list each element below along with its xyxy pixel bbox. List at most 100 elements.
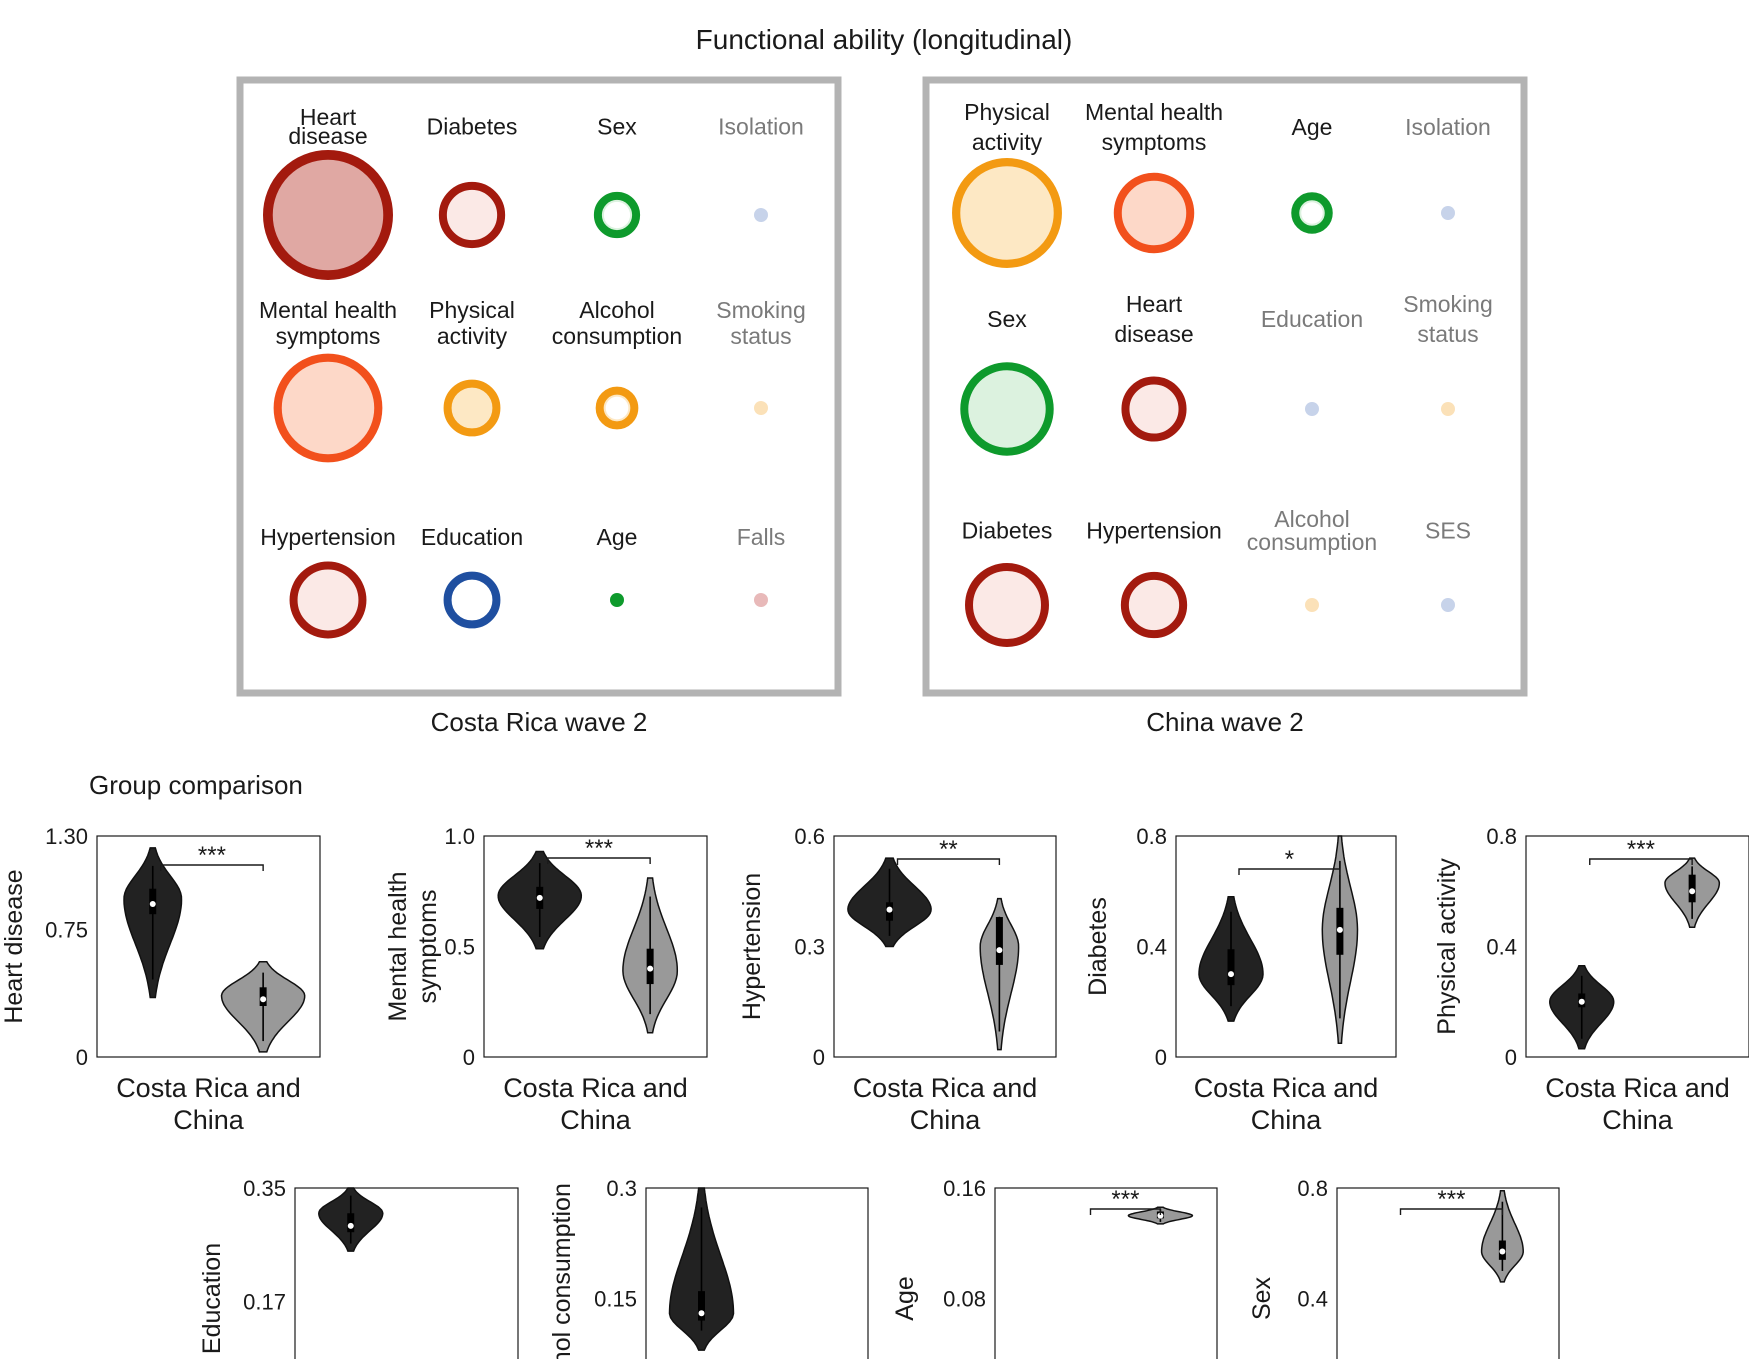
y-tick-label: 0.16	[943, 1176, 986, 1201]
y-tick-label: 0	[1155, 1045, 1167, 1070]
node-center	[605, 396, 629, 420]
node-dot	[754, 208, 768, 222]
node-education: Education	[421, 524, 523, 629]
node-label: Isolation	[718, 114, 804, 140]
x-axis-label: Costa Rica and	[503, 1073, 688, 1103]
node-dot	[1441, 206, 1455, 220]
node-dot	[754, 401, 768, 415]
node-age: Age	[1291, 114, 1333, 234]
violin-china	[1664, 857, 1721, 928]
median-dot	[647, 965, 654, 972]
node-label: Education	[421, 524, 523, 550]
panel-frame	[922, 76, 1528, 697]
node-label: Alcohol	[579, 297, 654, 323]
node-hypertension: Hypertension	[1086, 518, 1222, 639]
median-dot	[1499, 1248, 1506, 1255]
violin-chart-heart-disease: 0 0.75 1.30 Heart disease Costa Rica andChin…	[0, 824, 321, 1135]
y-tick-label: 0.8	[1486, 824, 1517, 849]
node-circle	[1121, 376, 1187, 442]
node-label: Age	[1292, 114, 1333, 140]
node-label: Mental health	[259, 297, 397, 323]
y-tick-label: 1.30	[45, 824, 88, 849]
node-dot	[1305, 598, 1319, 612]
y-axis-label: Heart disease	[0, 869, 28, 1023]
node-label: Smoking	[716, 297, 805, 323]
violin-chart-education: 0.17 0.35 Education	[198, 1176, 519, 1359]
node-label: SES	[1425, 518, 1471, 544]
x-axis-label: China	[1251, 1105, 1323, 1135]
y-axis-label: Education	[198, 1243, 226, 1354]
node-dot	[1441, 402, 1455, 416]
violin-china	[979, 897, 1020, 1051]
x-axis-label: Costa Rica and	[1545, 1073, 1730, 1103]
node-circle	[1120, 571, 1188, 639]
y-tick-label: 0.8	[1136, 824, 1167, 849]
significance-bracket	[1089, 1208, 1162, 1215]
node-circle	[960, 362, 1054, 456]
node-heart-disease: Heart disease	[1114, 291, 1194, 442]
node-label: Alcohol	[1274, 506, 1349, 532]
significance-bracket	[1238, 868, 1341, 875]
significance-bracket	[1589, 858, 1693, 865]
plot-frame	[1336, 1187, 1560, 1359]
node-circle	[443, 571, 501, 629]
node-circle	[1113, 172, 1195, 254]
node-circle	[443, 379, 501, 437]
y-axis-label: Hypertension	[738, 873, 766, 1020]
node-circle	[263, 150, 393, 280]
y-tick-label: 0.4	[1297, 1287, 1328, 1312]
node-label: Diabetes	[962, 518, 1053, 544]
y-tick-label: 0.08	[943, 1287, 986, 1312]
plot-frame	[833, 835, 1057, 1058]
plot-frame	[1175, 835, 1397, 1058]
node-dot	[610, 593, 624, 607]
node-label: status	[730, 323, 791, 349]
median-dot	[1228, 971, 1234, 978]
node-circle	[952, 158, 1062, 268]
node-center	[603, 201, 631, 229]
node-diabetes: Diabetes	[962, 518, 1053, 647]
significance-bracket	[1399, 1208, 1504, 1215]
plot-frame	[483, 835, 708, 1058]
significance-stars: *	[1285, 846, 1294, 873]
y-tick-label: 1.0	[444, 824, 475, 849]
node-education: Education	[1261, 306, 1363, 416]
node-label: symptoms	[1102, 129, 1207, 155]
node-dot	[1441, 598, 1455, 612]
significance-stars: ***	[1111, 1186, 1139, 1213]
x-axis-label: China	[1602, 1105, 1674, 1135]
panel-caption: Costa Rica wave 2	[431, 707, 648, 737]
node-label: Physical	[964, 99, 1050, 125]
panel-frame	[236, 76, 842, 697]
median-dot	[1157, 1212, 1164, 1219]
violin-chart-alcohol-consumption: 0.15 0.3 Alcohol consumption	[548, 1176, 869, 1359]
node-sex: Sex	[593, 114, 641, 239]
median-dot	[698, 1310, 705, 1317]
y-tick-label: 0	[813, 1045, 825, 1070]
significance-bracket	[547, 857, 651, 864]
x-axis-label: Costa Rica and	[116, 1073, 301, 1103]
node-label: Heart	[300, 104, 357, 130]
median-dot	[996, 947, 1003, 954]
node-label: Smoking	[1403, 291, 1492, 317]
node-label: symptoms	[276, 323, 381, 349]
plot-frame	[1525, 835, 1749, 1058]
y-tick-label: 0.35	[243, 1176, 286, 1201]
network-panel-china-wave-2: Physical activity Mental health symptoms Age…	[922, 76, 1528, 737]
x-axis-label: China	[910, 1105, 982, 1135]
violin-costa-rica	[1198, 896, 1264, 1022]
median-dot	[1336, 926, 1343, 933]
node-label: Heart	[1126, 291, 1183, 317]
y-tick-label: 0.4	[1136, 935, 1167, 960]
group-comparison-title: Group comparison	[89, 770, 303, 800]
y-axis-label: Physical activity	[1433, 858, 1461, 1035]
